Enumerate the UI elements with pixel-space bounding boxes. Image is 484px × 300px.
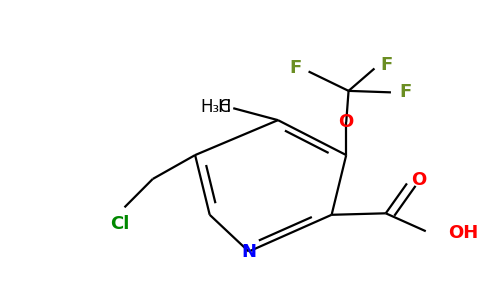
Text: Cl: Cl [110,215,130,233]
Text: F: F [289,59,302,77]
Text: H: H [217,98,231,116]
Text: N: N [242,242,256,260]
Text: OH: OH [448,224,479,242]
Text: H₃C: H₃C [200,98,231,116]
Text: F: F [380,56,393,74]
Text: O: O [411,172,426,190]
Text: O: O [339,113,354,131]
Text: F: F [399,83,411,101]
